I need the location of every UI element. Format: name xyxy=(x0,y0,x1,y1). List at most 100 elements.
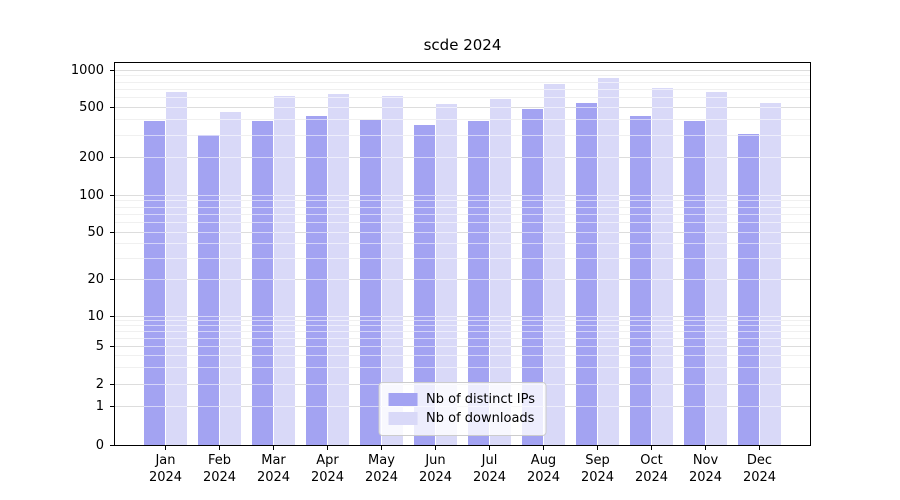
bar-distinct-ips-jul xyxy=(467,121,490,445)
gridline-highlight xyxy=(115,81,810,83)
x-tick-mark xyxy=(597,446,598,450)
y-tick-mark xyxy=(110,107,114,108)
bar-downloads-jan xyxy=(165,92,188,445)
y-tick-mark xyxy=(110,279,114,280)
legend-item-downloads: Nb of downloads xyxy=(388,409,535,428)
bar-distinct-ips-sep xyxy=(575,103,598,445)
y-tick-mark xyxy=(110,383,114,385)
y-tick-label: 0 xyxy=(95,437,104,453)
bar-distinct-ips-oct xyxy=(629,116,652,445)
gridline-highlight xyxy=(115,325,810,327)
x-tick-label-feb: Feb 2024 xyxy=(202,453,237,485)
x-tick-label-dec: Dec 2024 xyxy=(742,453,777,485)
gridline-highlight xyxy=(115,194,810,196)
y-tick-mark xyxy=(110,444,114,446)
bar-downloads-nov xyxy=(705,92,728,445)
x-tick-mark xyxy=(327,446,328,450)
bar-downloads-may xyxy=(381,96,404,445)
legend-label-distinct-ips: Nb of distinct IPs xyxy=(426,392,535,407)
x-tick-label-apr: Apr 2024 xyxy=(310,453,345,485)
x-tick-label-jan: Jan 2024 xyxy=(148,453,183,485)
gridline-highlight xyxy=(115,119,810,121)
gridline-highlight xyxy=(115,366,810,368)
x-tick-mark xyxy=(705,446,706,450)
y-tick-label: 1000 xyxy=(70,62,104,78)
bar-downloads-dec xyxy=(759,103,782,445)
legend-item-distinct-ips: Nb of distinct IPs xyxy=(388,390,535,409)
y-tick-label: 5 xyxy=(95,338,104,354)
bar-distinct-ips-mar xyxy=(251,121,274,445)
gridline-highlight xyxy=(115,331,810,333)
gridline-highlight xyxy=(115,157,810,158)
gridline-highlight xyxy=(115,213,810,215)
bar-distinct-ips-aug xyxy=(521,109,544,445)
x-tick-mark xyxy=(759,446,760,450)
bar-downloads-jul xyxy=(489,98,512,445)
gridline-highlight xyxy=(115,75,810,77)
x-tick-label-mar: Mar 2024 xyxy=(256,453,291,485)
x-tick-label-aug: Aug 2024 xyxy=(526,453,561,485)
y-tick-mark xyxy=(110,157,114,158)
bar-downloads-mar xyxy=(273,96,296,445)
bar-downloads-jun xyxy=(435,104,458,445)
y-tick-label: 2 xyxy=(95,376,104,392)
y-tick-label: 1 xyxy=(95,398,104,414)
gridline-highlight xyxy=(115,320,810,322)
plot-area: Nb of distinct IPs Nb of downloads xyxy=(114,62,811,446)
bar-downloads-apr xyxy=(327,94,350,445)
gridline-highlights xyxy=(115,63,810,445)
gridline-highlight xyxy=(115,354,810,356)
x-tick-mark xyxy=(381,446,382,450)
gridline-highlight xyxy=(115,337,810,339)
legend-label-downloads: Nb of downloads xyxy=(426,411,535,426)
x-tick-mark xyxy=(651,446,652,450)
bar-distinct-ips-apr xyxy=(305,115,328,445)
y-tick-label: 10 xyxy=(87,309,104,324)
bar-distinct-ips-nov xyxy=(683,121,706,445)
y-tick-mark xyxy=(110,316,114,317)
x-tick-mark xyxy=(489,446,490,450)
gridline-highlight xyxy=(115,97,810,99)
y-tick-label: 500 xyxy=(79,100,104,115)
gridline-highlight xyxy=(115,243,810,245)
bar-distinct-ips-jan xyxy=(143,121,166,445)
x-tick-mark xyxy=(543,446,544,450)
gridline-highlight xyxy=(115,279,810,280)
x-tick-label-nov: Nov 2024 xyxy=(688,453,723,485)
x-tick-mark xyxy=(165,446,166,450)
x-tick-mark xyxy=(219,446,220,450)
gridline-highlight xyxy=(115,206,810,208)
gridline-highlight xyxy=(115,134,810,136)
x-tick-label-jun: Jun 2024 xyxy=(418,453,453,485)
x-tick-label-jul: Jul 2024 xyxy=(472,453,507,485)
x-tick-label-sep: Sep 2024 xyxy=(580,453,615,485)
y-tick-label: 50 xyxy=(87,225,104,240)
downloads-swatch xyxy=(388,412,418,425)
x-tick-label-oct: Oct 2024 xyxy=(634,453,669,485)
y-tick-mark xyxy=(110,69,114,71)
gridline-highlight xyxy=(115,88,810,90)
y-tick-mark xyxy=(110,232,114,233)
gridline-highlight xyxy=(115,222,810,224)
y-tick-label: 100 xyxy=(79,187,104,203)
gridline-highlight xyxy=(115,200,810,202)
legend: Nb of distinct IPs Nb of downloads xyxy=(378,382,547,436)
bar-downloads-sep xyxy=(597,78,620,445)
gridline-highlight xyxy=(115,258,810,260)
distinct-ips-swatch xyxy=(388,393,418,406)
gridline-highlight xyxy=(115,69,810,71)
bar-downloads-oct xyxy=(651,88,674,445)
x-tick-mark xyxy=(273,446,274,450)
gridline-highlight xyxy=(115,107,810,108)
x-tick-label-may: May 2024 xyxy=(364,453,399,485)
y-tick-label: 200 xyxy=(79,150,104,165)
y-tick-mark xyxy=(110,194,114,196)
y-tick-mark xyxy=(110,405,114,407)
gridline-highlight xyxy=(115,345,810,347)
gridline-highlight xyxy=(115,232,810,233)
x-tick-mark xyxy=(435,446,436,450)
y-tick-mark xyxy=(110,345,114,347)
y-tick-label: 20 xyxy=(87,272,104,287)
chart-title: scde 2024 xyxy=(423,36,502,54)
